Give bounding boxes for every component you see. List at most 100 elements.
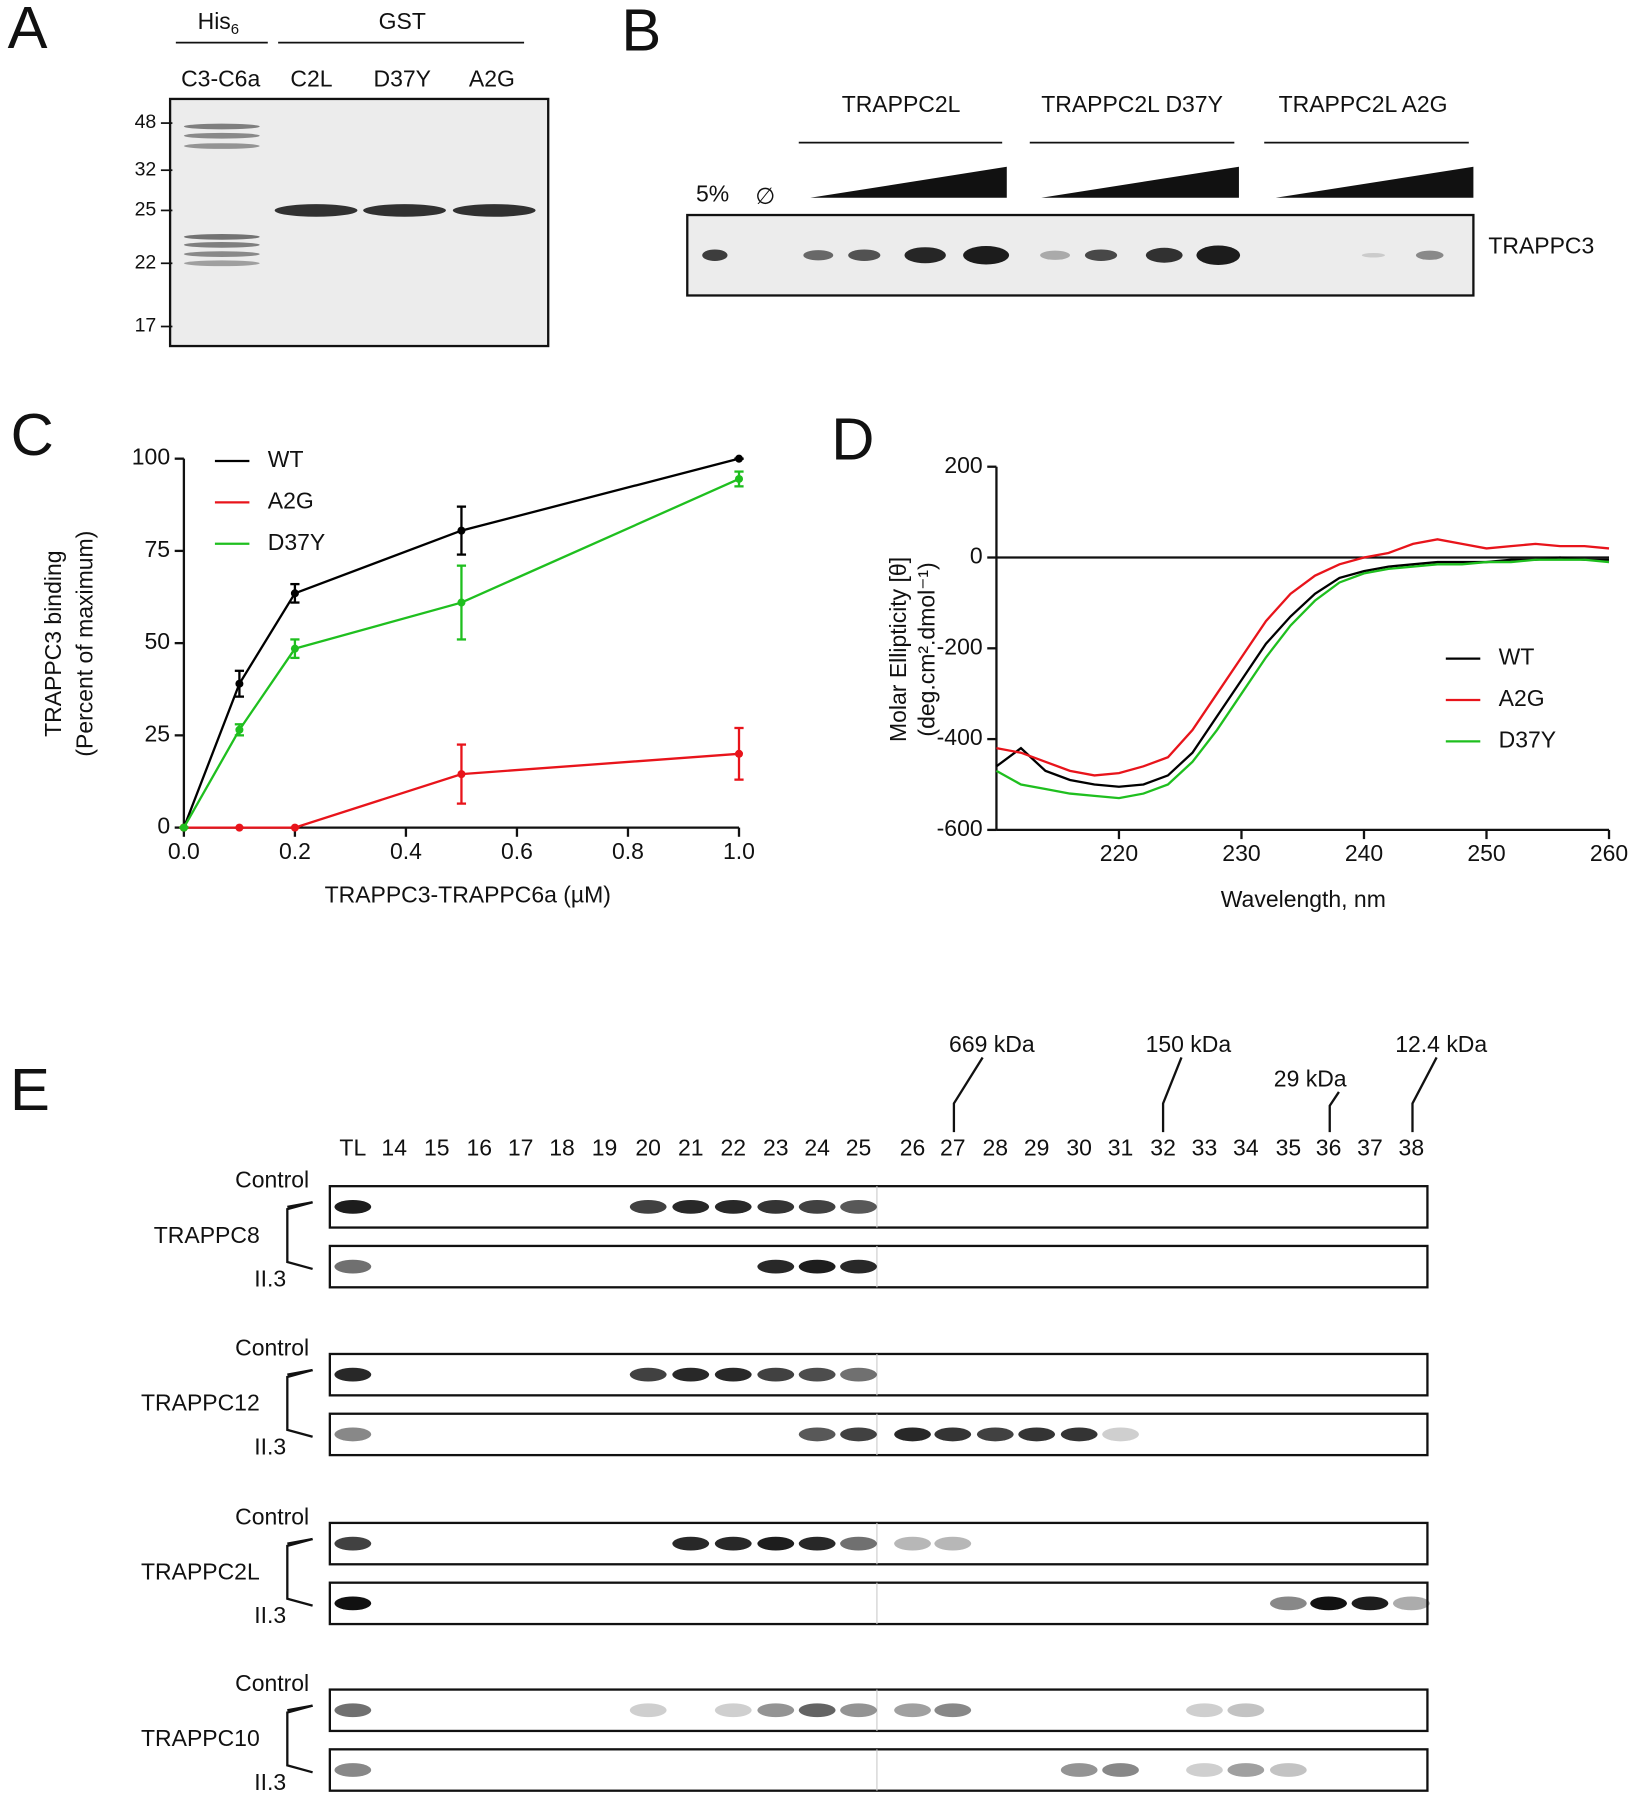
fraction-label: 22 [720, 1134, 746, 1160]
point [734, 474, 744, 483]
tag-subscript: 6 [231, 21, 239, 38]
fraction-label: 37 [1357, 1134, 1383, 1160]
marker-label: 48 [135, 111, 157, 133]
condition-label: Control [235, 1167, 309, 1193]
marker-label: 22 [135, 251, 157, 273]
band [274, 204, 358, 217]
condition-label: Control [235, 1503, 309, 1529]
band [363, 204, 446, 217]
band [183, 143, 260, 149]
band [803, 250, 834, 261]
x-tick-label: 1.0 [723, 838, 755, 864]
band [1361, 252, 1385, 258]
band [1196, 245, 1241, 266]
band [334, 1536, 372, 1551]
protein-label: TRAPPC10 [141, 1725, 260, 1751]
fraction-label: 26 [900, 1134, 926, 1160]
blot [328, 1185, 1429, 1229]
legend-label: WT [268, 446, 304, 472]
band [714, 1703, 752, 1718]
size-label: 150 kDa [1146, 1031, 1232, 1057]
band [1351, 1596, 1389, 1611]
group-label: TRAPPC2L A2G [1279, 91, 1448, 117]
gradient-wedge [1275, 166, 1474, 198]
tag-text: His [198, 8, 231, 34]
condition-label: II.3 [254, 1265, 286, 1291]
band [904, 247, 946, 264]
x-tick-label: 0.2 [279, 838, 311, 864]
band [672, 1367, 710, 1382]
lane-label: C2L [290, 66, 332, 92]
band [894, 1536, 931, 1551]
band [714, 1536, 752, 1551]
y-tick-label: 0 [157, 813, 170, 839]
band [629, 1703, 667, 1718]
point [235, 823, 244, 832]
fraction-label: 21 [678, 1134, 704, 1160]
point [457, 526, 466, 535]
band [1186, 1763, 1223, 1777]
point [179, 823, 188, 832]
tag-label: His6 [198, 8, 240, 38]
band [1060, 1427, 1098, 1442]
y-tick-label: 100 [132, 444, 170, 470]
fraction-label: 24 [804, 1134, 830, 1160]
legend-label: WT [1499, 644, 1535, 670]
band [1269, 1596, 1307, 1611]
band [1392, 1596, 1430, 1611]
band [894, 1703, 931, 1718]
point [457, 770, 466, 779]
band [183, 242, 260, 248]
blot [328, 1521, 1429, 1566]
fraction-label: 29 [1024, 1134, 1050, 1160]
fraction-label: 15 [424, 1134, 450, 1160]
y-tick-label: 0 [970, 543, 983, 569]
band [798, 1199, 836, 1214]
condition-label: Control [235, 1334, 309, 1360]
point [734, 749, 744, 758]
bracket [286, 1201, 313, 1271]
band [1227, 1763, 1265, 1777]
y-tick-label: 75 [145, 536, 171, 562]
x-tick-label: 250 [1467, 840, 1505, 866]
x-axis-title: TRAPPC3-TRAPPC6a (µM) [325, 882, 611, 908]
condition-label: Control [235, 1670, 309, 1696]
gel [168, 97, 550, 348]
size-label: 12.4 kDa [1395, 1031, 1487, 1057]
bracket [286, 1368, 313, 1438]
lane-label: A2G [469, 66, 515, 92]
fraction-label: 17 [508, 1134, 534, 1160]
band [1269, 1763, 1307, 1777]
panel-letter: D [831, 406, 874, 473]
empty-label: ∅ [755, 183, 775, 209]
point [235, 679, 244, 688]
band [1102, 1427, 1139, 1442]
x-tick-label: 0.6 [501, 838, 533, 864]
size-label: 29 kDa [1274, 1066, 1347, 1092]
band [629, 1199, 667, 1214]
x-tick-label: 240 [1345, 840, 1383, 866]
band [183, 233, 260, 240]
band [757, 1259, 795, 1274]
blot [328, 1352, 1429, 1397]
x-tick-label: 0.0 [168, 838, 200, 864]
point [457, 598, 466, 607]
band [672, 1199, 710, 1214]
band [183, 123, 260, 130]
point [290, 644, 299, 653]
band [1060, 1763, 1098, 1777]
band [934, 1536, 972, 1551]
fraction-label: 28 [983, 1134, 1009, 1160]
fraction-label: 18 [549, 1134, 575, 1160]
legend-label: A2G [268, 487, 314, 513]
fraction-label: 36 [1316, 1134, 1342, 1160]
blot-label: TRAPPC3 [1488, 232, 1594, 258]
condition-label: II.3 [254, 1602, 286, 1628]
y-tick-label: -400 [937, 724, 983, 750]
band [757, 1536, 795, 1551]
band [1102, 1763, 1139, 1777]
size-pointer [1411, 1056, 1438, 1133]
legend-label: D37Y [268, 529, 325, 555]
fraction-label: 34 [1233, 1134, 1259, 1160]
